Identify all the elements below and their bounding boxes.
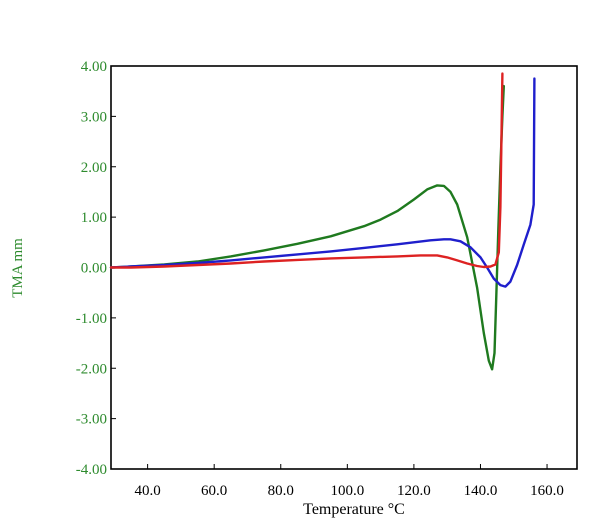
x-tick-label: 40.0 [134,483,160,499]
y-tick-label: 1.00 [81,210,107,226]
x-tick-label: 120.0 [397,483,431,499]
ticks-layer: 4.00 3.00 2.00 1.00 0.00 -1.00 -2.00 -3.00 -4.00… [76,59,564,499]
y-tick-label: 2.00 [81,160,107,176]
plot-frame [110,65,578,470]
series-layer [109,72,536,371]
series-line-2 [109,77,536,288]
y-tick-label: 4.00 [81,59,107,75]
series-line-1 [109,84,505,371]
y-tick-label: -3.00 [76,412,107,428]
y-axis-label: TMA mm [10,238,26,298]
y-tick-label: -1.00 [76,311,107,327]
x-tick-label: 60.0 [201,483,227,499]
x-tick-label: 80.0 [268,483,294,499]
series-line-3 [109,72,504,269]
y-tick-label: -2.00 [76,361,107,377]
y-tick-label: 3.00 [81,109,107,125]
x-tick-label: 100.0 [330,483,364,499]
y-tick-label: 0.00 [81,261,107,277]
x-axis-label: Temperature °C [303,501,405,518]
x-tick-label: 160.0 [530,483,564,499]
y-tick-label: -4.00 [76,462,107,478]
x-tick-label: 140.0 [464,483,498,499]
